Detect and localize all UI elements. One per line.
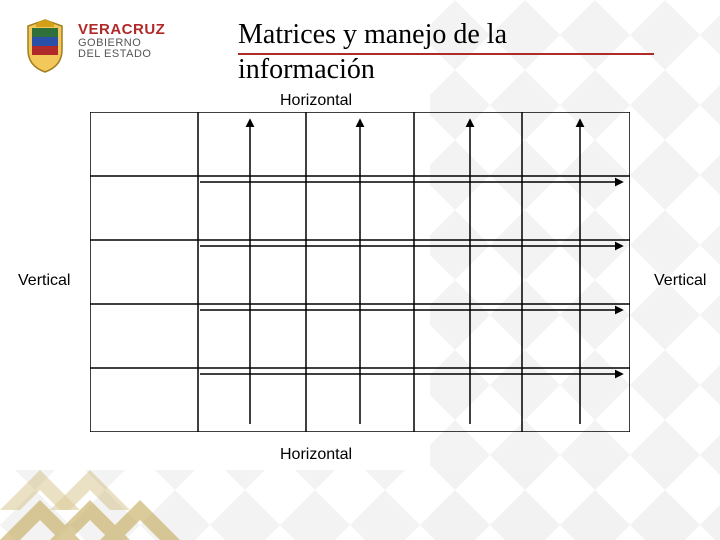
coat-of-arms-icon bbox=[22, 18, 68, 74]
matrix-diagram bbox=[90, 112, 630, 432]
brand-line2: DEL ESTADO bbox=[78, 49, 165, 61]
label-horizontal-bottom: Horizontal bbox=[280, 446, 352, 464]
slide-header: VERACRUZ GOBIERNO DEL ESTADO bbox=[22, 18, 165, 74]
label-vertical-left: Vertical bbox=[18, 272, 70, 290]
brand-name: VERACRUZ bbox=[78, 22, 165, 38]
title-line2: información bbox=[238, 55, 658, 86]
label-vertical-right: Vertical bbox=[654, 272, 706, 290]
title-line1: Matrices y manejo de la bbox=[238, 20, 658, 51]
title-block: Matrices y manejo de la información bbox=[238, 20, 658, 86]
brand-text: VERACRUZ GOBIERNO DEL ESTADO bbox=[78, 22, 165, 61]
label-horizontal-top: Horizontal bbox=[280, 92, 352, 110]
